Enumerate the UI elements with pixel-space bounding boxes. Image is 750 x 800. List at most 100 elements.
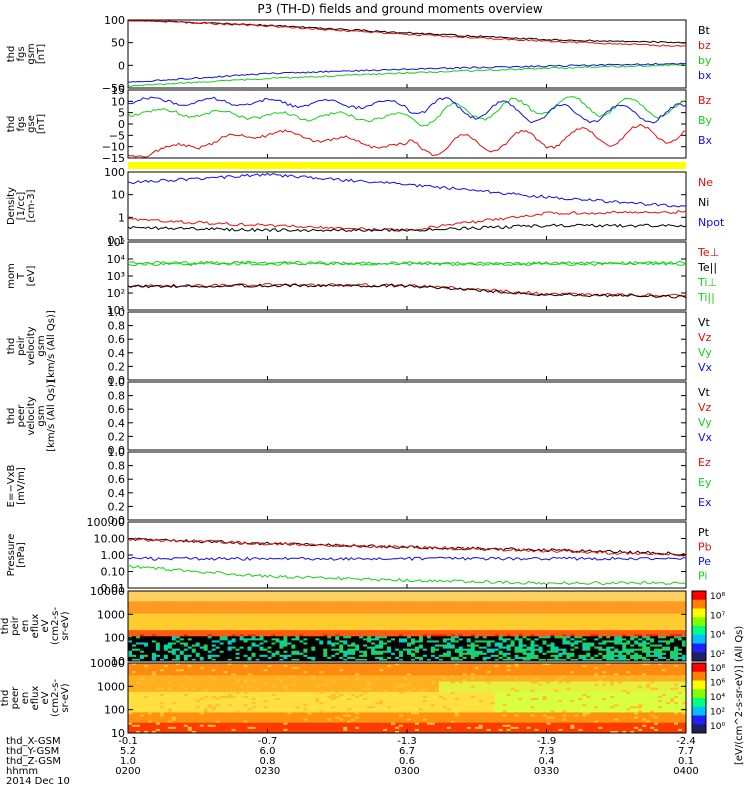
spectrogram-cell	[355, 632, 360, 635]
spectrogram-cell	[387, 597, 392, 600]
spectrogram-cell	[295, 642, 300, 645]
spectrogram-cell	[203, 636, 209, 639]
spectrogram-cell	[646, 644, 651, 647]
spectrogram-cell	[554, 656, 559, 660]
spectrogram-cell	[267, 634, 272, 637]
spectrogram-cell	[482, 626, 488, 629]
spectrogram-cell	[538, 623, 543, 627]
spectrogram-cell	[506, 605, 511, 608]
spectrogram-cell	[450, 617, 456, 621]
spectrogram-cell	[466, 597, 472, 600]
spectrogram-cell	[578, 658, 583, 662]
spectrogram-cell	[191, 646, 197, 649]
spectrogram-cell	[307, 619, 312, 623]
spectrogram-cell	[566, 619, 571, 623]
spectrogram-cell	[383, 591, 388, 594]
spectrogram-cell	[215, 646, 220, 649]
spectrogram-cell	[207, 615, 212, 619]
spectrogram-cell	[151, 617, 157, 621]
spectrogram-cell	[578, 595, 583, 598]
spectrogram-cell	[211, 605, 216, 608]
spectrogram-cell	[578, 609, 583, 612]
spectrogram-cell	[462, 636, 468, 639]
ytick-label: 10⁴	[107, 253, 126, 266]
spectrogram-cell	[494, 609, 499, 612]
spectrogram-cell	[606, 634, 611, 637]
spectrogram-cell	[203, 634, 209, 637]
spectrogram-cell	[430, 607, 436, 610]
spectrogram-cell	[638, 613, 643, 617]
spectrogram-cell	[526, 636, 531, 639]
spectrogram-cell	[303, 654, 308, 658]
spectrogram-cell	[355, 644, 360, 647]
spectrogram-cell	[175, 628, 181, 631]
spectrogram-cell	[291, 619, 296, 623]
spectrogram-cell	[526, 611, 531, 614]
spectrogram-cell	[387, 617, 392, 621]
spectrogram-cell	[319, 607, 324, 610]
spectrogram-cell	[327, 619, 332, 623]
spectrogram-cell	[299, 658, 304, 662]
spectrogram-cell	[566, 609, 571, 612]
ytick-label: 100.00	[87, 516, 126, 529]
spectrogram-cell	[271, 634, 276, 637]
spectrogram-cell	[470, 623, 476, 627]
spectrogram-cell	[403, 652, 408, 656]
spectrogram-cell	[510, 636, 515, 639]
spectrogram-cell	[598, 595, 603, 598]
spectrogram-cell	[642, 595, 647, 598]
spectrogram-cell	[442, 630, 448, 633]
spectrogram-cell	[407, 646, 412, 649]
spectrogram-cell	[414, 621, 420, 625]
spectrogram-cell	[387, 626, 392, 629]
spectrogram-cell	[171, 621, 177, 625]
spectrogram-cell	[446, 615, 452, 619]
series-line-Bx	[127, 96, 687, 124]
spectrogram-cell	[183, 601, 189, 604]
spectrogram-cell	[518, 617, 523, 621]
spectrogram-cell	[498, 648, 503, 652]
spectrogram-cell	[339, 607, 344, 610]
spectrogram-cell	[498, 615, 503, 619]
spectrogram-cell	[283, 654, 288, 658]
spectrogram-cell	[594, 634, 599, 637]
spectrogram-cell	[147, 593, 153, 596]
spectrogram-cell	[263, 628, 268, 631]
spectrogram-cell	[311, 646, 316, 649]
spectrogram-cell	[626, 617, 631, 621]
spectrogram-cell	[474, 650, 480, 654]
spectrogram-cell	[259, 642, 264, 645]
spectrogram-cell	[155, 628, 161, 631]
spectrogram-cell	[638, 642, 643, 645]
spectrogram-cell	[375, 623, 380, 627]
spectrogram-cell	[391, 650, 396, 654]
spectrogram-cell	[139, 652, 145, 656]
spectrogram-cell	[171, 628, 177, 631]
spectrogram-cell	[650, 607, 655, 610]
spectrogram-cell	[446, 650, 452, 654]
spectrogram-cell	[251, 638, 256, 641]
spectrogram-cell	[494, 615, 499, 619]
spectrogram-cell	[275, 652, 280, 656]
spectrogram-cell	[450, 601, 456, 604]
spectrogram-cell	[646, 597, 651, 600]
spectrogram-cell	[590, 605, 595, 608]
spectrogram-cell	[538, 634, 543, 637]
spectrogram-cell	[646, 601, 651, 604]
spectrogram-cell	[434, 636, 440, 639]
spectrogram-cell	[167, 591, 173, 594]
spectrogram-cell	[159, 605, 165, 608]
spectrogram-cell	[590, 601, 595, 604]
spectrogram-cell	[227, 611, 232, 614]
spectrogram-cell	[606, 599, 611, 602]
spectrogram-cell	[355, 638, 360, 641]
spectrogram-cell	[231, 621, 236, 625]
spectrogram-cell	[678, 621, 683, 625]
spectrogram-cell	[630, 626, 635, 629]
spectrogram-cell	[219, 656, 224, 660]
spectrogram-cell	[207, 644, 212, 647]
spectrogram-cell	[474, 617, 480, 621]
spectrogram-cell	[299, 636, 304, 639]
spectrogram-cell	[594, 626, 599, 629]
spectrogram-cell	[239, 617, 244, 621]
